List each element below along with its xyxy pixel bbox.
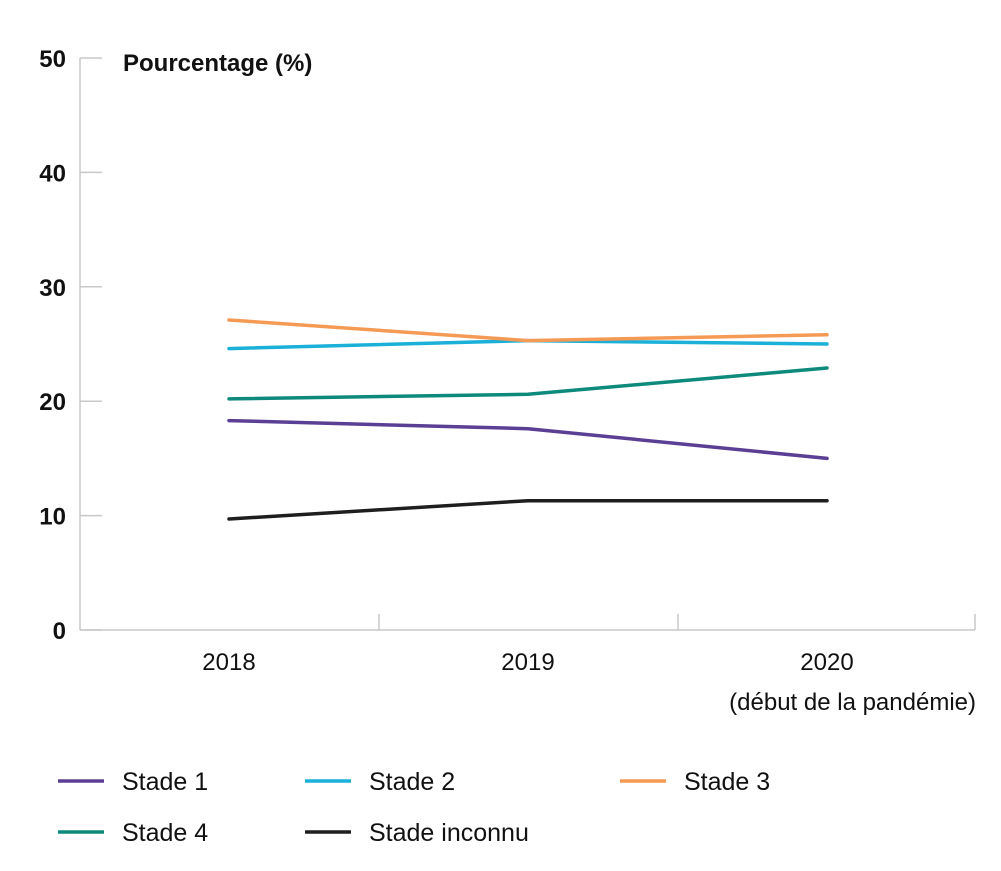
axes: 0 10 20 30 40 50 2018 2019 2020 (début de la pand… — [39, 46, 976, 716]
x-tick-note: (début de la pandémie) — [729, 689, 976, 716]
x-tick-label: 2019 — [501, 649, 554, 676]
series-line-stade-1 — [227, 418, 829, 461]
x-tick-label: 2018 — [202, 649, 255, 676]
y-axis-title: Pourcentage (%) — [123, 50, 312, 77]
y-tick-label: 0 — [53, 618, 66, 645]
series-line-stade-inconnu — [227, 498, 829, 521]
x-tick-label: 2020 — [800, 649, 853, 676]
legend-label: Stade inconnu — [369, 819, 529, 847]
y-tick-label: 30 — [39, 275, 66, 302]
legend-label: Stade 4 — [122, 819, 208, 847]
legend-label: Stade 1 — [122, 768, 208, 796]
series-lines — [227, 318, 829, 521]
y-tick-label: 40 — [39, 160, 66, 187]
legend-label: Stade 3 — [684, 768, 770, 796]
series-line-stade-3 — [227, 318, 829, 343]
y-tick-label: 50 — [39, 46, 66, 73]
y-tick-label: 10 — [39, 504, 66, 531]
legend: Stade 1 Stade 2 Stade 3 Stade 4 Stade inconn… — [58, 768, 770, 847]
legend-label: Stade 2 — [369, 768, 455, 796]
series-line-stade-4 — [227, 366, 829, 401]
y-tick-label: 20 — [39, 389, 66, 416]
